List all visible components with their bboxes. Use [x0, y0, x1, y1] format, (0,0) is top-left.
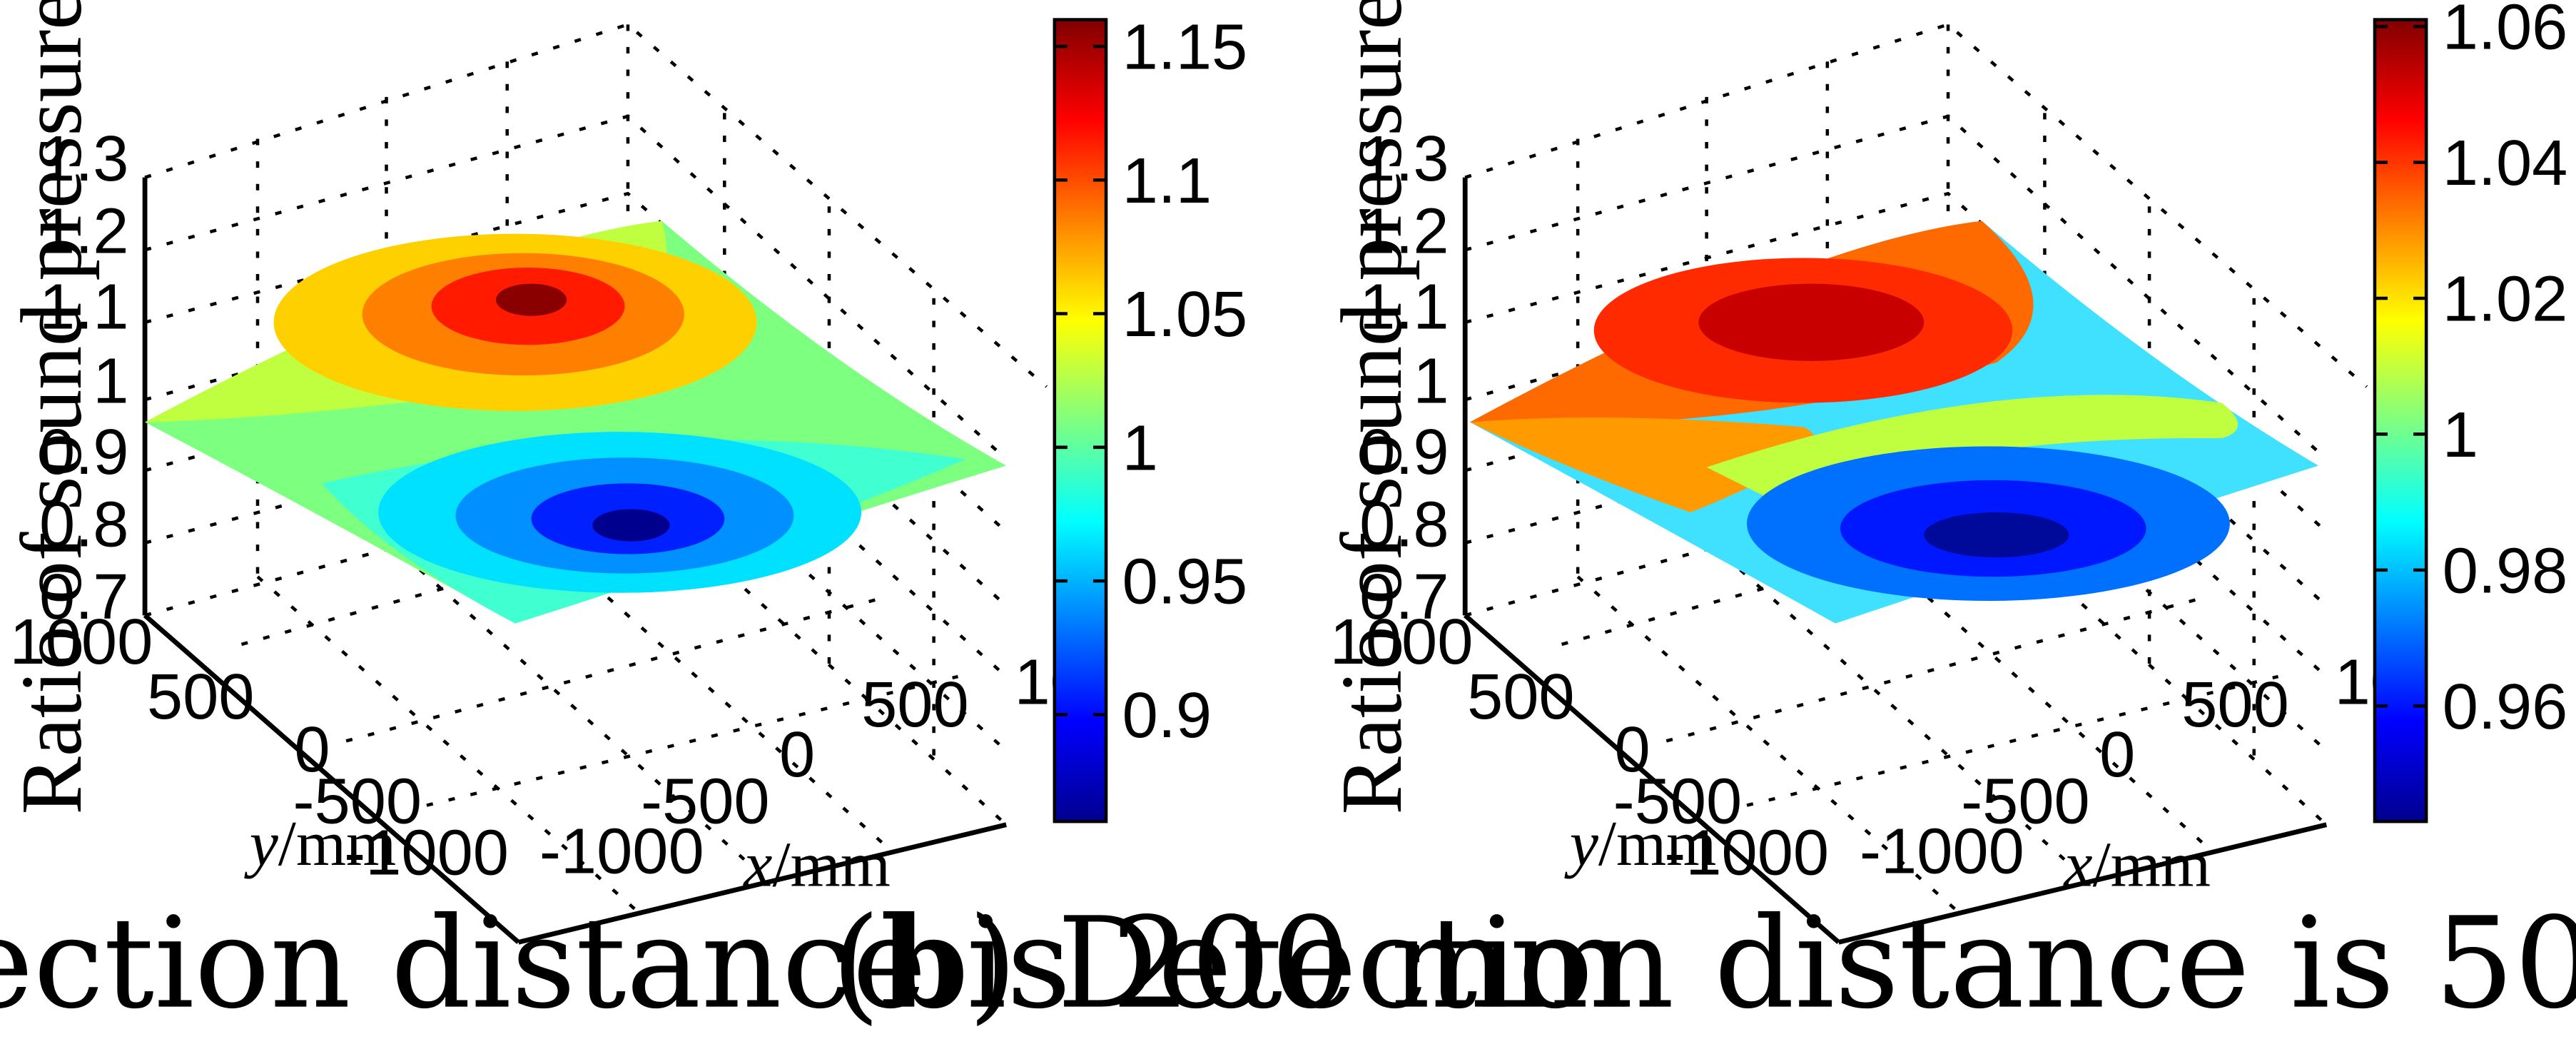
- z-tick: 1.2: [1359, 196, 1449, 268]
- x-axis-label: x/mm: [2063, 828, 2211, 900]
- z-tick: 1.3: [1359, 123, 1449, 195]
- y-tick: 500: [147, 661, 255, 733]
- z-tick: 1.1: [39, 271, 128, 343]
- surface-plot: [1469, 221, 2318, 624]
- z-axis-ticks: 0.7 0.8 0.9 1 1.1 1.2 1.3: [39, 123, 128, 633]
- z-axis-label: Ratio of sound pressure: [4, 0, 100, 814]
- colorbar: 0.9 0.95 1 1.05 1.1 1.15: [1053, 11, 1248, 823]
- x-tick: -500: [1961, 765, 2090, 837]
- colorbar-gradient: [1053, 18, 1108, 823]
- z-tick: 0.8: [1359, 488, 1449, 560]
- y-tick: 1000: [10, 606, 153, 678]
- colorbar-tick-label: 1.06: [2443, 0, 2568, 64]
- y-tick: -500: [1613, 765, 1743, 837]
- panel-a: 0.7 0.8 0.9 1 1.1 1.2 1.3 Ratio of sound…: [0, 0, 1628, 1037]
- x-tick: 0: [2099, 719, 2135, 791]
- x-tick: -1000: [1860, 815, 2024, 887]
- colorbar-tick-label: 1.1: [1122, 145, 1212, 217]
- y-axis-ticks: 1000 500 0 -500 -1000: [1330, 606, 1829, 889]
- colorbar-tick-label: 1.02: [2443, 263, 2568, 335]
- y-tick: -1000: [1664, 817, 1829, 889]
- z-tick: 0.7: [39, 561, 128, 633]
- x-tick: 500: [861, 669, 969, 741]
- z-tick: 0.9: [1359, 416, 1449, 488]
- colorbar-tick-label: 1: [2443, 399, 2478, 471]
- y-tick: 1000: [1330, 606, 1474, 678]
- surface-plot: [145, 221, 1007, 624]
- x-tick: 500: [2181, 669, 2289, 741]
- x-tick: -500: [641, 765, 770, 837]
- y-axis-label: y/mm: [1564, 808, 1717, 879]
- colorbar-tick-label: 1: [1122, 412, 1158, 484]
- y-axis-ticks: 1000 500 0 -500 -1000: [10, 606, 509, 889]
- colorbar-tick-label: 0.96: [2443, 671, 2568, 743]
- panel-b: 0.7 0.8 0.9 1 1.1 1.2 1.3 Ratio of sound…: [831, 0, 2576, 1037]
- figure-caption-b: (b) Detection distance is 500 mm: [831, 889, 2576, 1037]
- z-tick: 0.9: [39, 416, 128, 488]
- colorbar-tick-label: 1.05: [1122, 278, 1248, 350]
- y-tick: 500: [1467, 661, 1575, 733]
- colorbar-gradient: [2373, 18, 2428, 823]
- x-axis-ticks: -1000 -500 0 500 10: [1860, 646, 2406, 887]
- z-tick: 1: [93, 345, 128, 417]
- colorbar-tick-label: 1.15: [1122, 11, 1248, 83]
- y-tick: 0: [1614, 714, 1650, 786]
- z-tick: 0.8: [39, 488, 128, 560]
- x-tick: -1000: [539, 815, 704, 887]
- y-axis-label: y/mm: [244, 808, 397, 879]
- z-axis-label: Ratio of sound pressure: [1324, 0, 1420, 814]
- colorbar-tick-label: 0.95: [1122, 546, 1248, 618]
- axes: [1462, 177, 2328, 945]
- y-tick: 0: [294, 714, 330, 786]
- z-axis-ticks: 0.7 0.8 0.9 1 1.1 1.2 1.3: [1359, 123, 1449, 633]
- colorbar-tick-label: 0.9: [1122, 679, 1212, 751]
- x-axis-label: x/mm: [742, 828, 891, 900]
- colorbar-tick-label: 0.98: [2443, 534, 2568, 607]
- y-tick: -1000: [344, 817, 509, 889]
- colorbar: 0.96 0.98 1 1.02 1.04 1.06: [2373, 0, 2568, 823]
- z-tick: 1.1: [1359, 271, 1449, 343]
- z-tick: 1: [1413, 345, 1449, 417]
- axes: [142, 177, 1007, 945]
- x-tick: 0: [779, 719, 815, 791]
- z-tick: 1.3: [39, 123, 128, 195]
- figure-caption-a: (a) Detection distance is 200 mm: [0, 889, 1628, 1037]
- z-tick: 0.7: [1359, 561, 1449, 633]
- z-tick: 1.2: [39, 196, 128, 268]
- y-tick: -500: [293, 765, 422, 837]
- colorbar-tick-label: 1.04: [2443, 127, 2568, 199]
